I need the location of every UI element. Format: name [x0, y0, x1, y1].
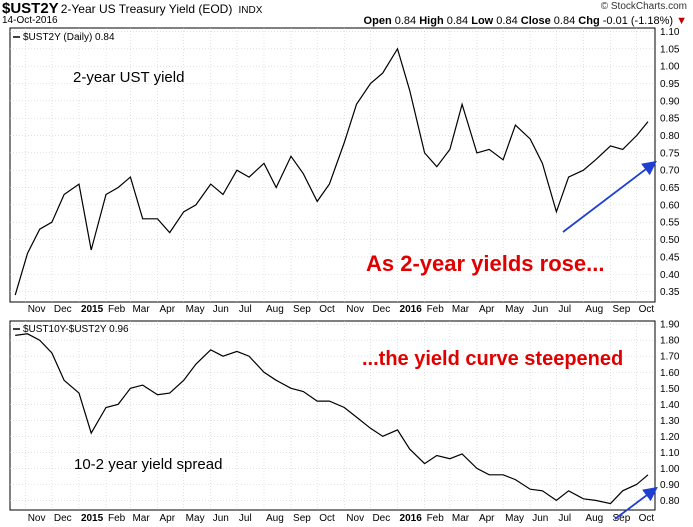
exchange-label: INDX [238, 5, 263, 16]
ohlc-readout: Open 0.84 High 0.84 Low 0.84 Close 0.84 … [363, 15, 687, 27]
y-tick-label: 1.10 [660, 27, 680, 38]
x-tick-label: Jun [532, 513, 548, 524]
x-tick-label: Jul [558, 304, 571, 315]
legend-label: $UST10Y-$UST2Y 0.96 [23, 324, 129, 335]
x-tick-label: Jun [213, 513, 229, 524]
y-tick-label: 0.40 [660, 270, 680, 281]
x-tick-label: Aug [266, 513, 284, 524]
symbol-description: 2-Year US Treasury Yield (EOD) [60, 2, 233, 16]
x-tick-label: Dec [372, 513, 390, 524]
x-tick-label: May [186, 304, 205, 315]
trend-arrow-spread [614, 486, 658, 520]
y-tick-label: 0.90 [660, 480, 680, 491]
x-tick-label: Sep [612, 304, 630, 315]
y-tick-label: 1.10 [660, 448, 680, 459]
x-tick-label: Feb [108, 304, 126, 315]
x-tick-label: Aug [266, 304, 284, 315]
y-tick-label: 0.75 [660, 148, 680, 159]
x-tick-label: Apr [160, 513, 176, 524]
x-tick-label: Mar [132, 304, 150, 315]
x-tick-label: Feb [108, 513, 126, 524]
x-tick-label: Nov [28, 513, 46, 524]
x-tick-label: Feb [427, 513, 445, 524]
x-tick-label: May [186, 513, 205, 524]
y-tick-label: 1.50 [660, 384, 680, 395]
x-tick-label: Jul [239, 513, 252, 524]
x-tick-label: Apr [479, 513, 495, 524]
x-tick-label: Jun [213, 304, 229, 315]
annotation-label: 2-year UST yield [73, 69, 184, 86]
y-tick-label: 1.80 [660, 336, 680, 347]
y-tick-label: 1.90 [660, 320, 680, 331]
x-tick-label: Oct [319, 513, 335, 524]
x-tick-label: 2015 [81, 304, 104, 315]
x-tick-label: 2015 [81, 513, 104, 524]
x-tick-label: Dec [54, 513, 72, 524]
y-tick-label: 0.90 [660, 96, 680, 107]
y-tick-label: 0.85 [660, 114, 680, 125]
y-tick-label: 0.35 [660, 287, 680, 298]
x-tick-label: Mar [452, 304, 470, 315]
y-tick-label: 0.45 [660, 252, 680, 263]
y-tick-label: 1.05 [660, 44, 680, 55]
ust2y-line [14, 47, 649, 296]
y-tick-label: 1.00 [660, 62, 680, 73]
chart-header: $UST2Y 2-Year US Treasury Yield (EOD) IND… [0, 0, 693, 28]
x-tick-label: Mar [452, 513, 470, 524]
header-date: 14-Oct-2016 [2, 15, 58, 26]
x-tick-label: Apr [160, 304, 176, 315]
x-tick-label: Dec [54, 304, 72, 315]
x-tick-label: Jul [239, 304, 252, 315]
x-tick-label: Nov [346, 304, 364, 315]
x-tick-label: May [505, 304, 524, 315]
x-tick-label: Nov [346, 513, 364, 524]
x-tick-label: Sep [612, 513, 630, 524]
x-tick-label: Jun [532, 304, 548, 315]
x-tick-label: Mar [132, 513, 150, 524]
spread-line [15, 333, 649, 505]
y-tick-label: 0.50 [660, 235, 680, 246]
y-tick-label: 0.65 [660, 183, 680, 194]
pane-frame [9, 320, 656, 511]
trend-arrow-yield [562, 160, 657, 233]
y-tick-label: 0.70 [660, 166, 680, 177]
y-tick-label: 1.20 [660, 432, 680, 443]
y-tick-label: 1.30 [660, 416, 680, 427]
annotation-red: As 2-year yields rose... [366, 251, 604, 276]
x-tick-label: Aug [585, 513, 603, 524]
x-tick-label: Oct [639, 513, 655, 524]
y-tick-label: 1.40 [660, 400, 680, 411]
x-tick-label: Dec [372, 304, 390, 315]
y-tick-label: 1.00 [660, 464, 680, 475]
y-tick-label: 0.95 [660, 79, 680, 90]
x-tick-label: Sep [293, 304, 311, 315]
symbol-title: $UST2Y 2-Year US Treasury Yield (EOD) IND… [2, 0, 263, 17]
brand-label: © StockCharts.com [600, 1, 687, 12]
y-tick-label: 1.70 [660, 352, 680, 363]
x-tick-label: Aug [585, 304, 603, 315]
x-tick-label: Sep [293, 513, 311, 524]
down-arrow-icon: ▼ [676, 15, 687, 27]
y-tick-label: 0.80 [660, 496, 680, 507]
y-tick-label: 1.60 [660, 368, 680, 379]
annotation-red: ...the yield curve steepened [362, 348, 623, 370]
x-tick-label: Jul [558, 513, 571, 524]
x-tick-label: 2016 [400, 304, 423, 315]
y-tick-label: 0.60 [660, 200, 680, 211]
x-tick-label: Oct [319, 304, 335, 315]
legend-label: $UST2Y (Daily) 0.84 [23, 32, 115, 43]
x-tick-label: May [505, 513, 524, 524]
y-tick-label: 0.55 [660, 218, 680, 229]
x-tick-label: Feb [427, 304, 445, 315]
x-tick-label: 2016 [400, 513, 423, 524]
y-tick-label: 0.80 [660, 131, 680, 142]
x-tick-label: Apr [479, 304, 495, 315]
x-tick-label: Nov [28, 304, 46, 315]
annotation-label: 10-2 year yield spread [74, 456, 222, 473]
x-tick-label: Oct [639, 304, 655, 315]
